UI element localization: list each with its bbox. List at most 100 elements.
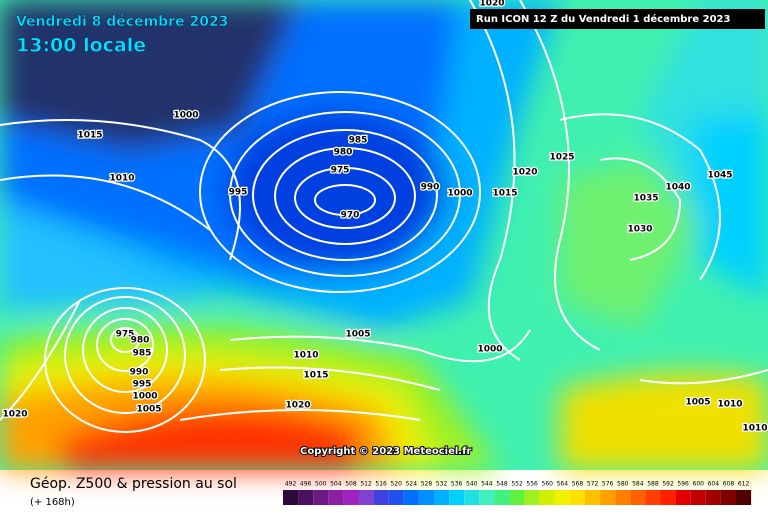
colorbar-swatch	[358, 490, 374, 505]
isobar-label: 970	[341, 211, 360, 221]
colorbar-label: 588	[647, 481, 659, 488]
isobar-label: 1005	[136, 405, 161, 415]
colorbar-label: 516	[375, 481, 387, 488]
colorbar-label: 600	[693, 481, 705, 488]
forecast-time: 13:00 locale	[16, 35, 146, 57]
colorbar-label: 500	[315, 481, 327, 488]
colorbar-swatch	[298, 490, 314, 505]
isobar-label: 1035	[633, 194, 658, 204]
isobar-label: 1005	[345, 330, 370, 340]
isobar-label: 1010	[109, 174, 134, 184]
colorbar-label: 564	[557, 481, 569, 488]
colorbar-swatch	[434, 490, 450, 505]
isobar-label: 1015	[492, 189, 517, 199]
isobar-label: 1000	[173, 111, 198, 121]
colorbar-label: 544	[481, 481, 493, 488]
isobar-label: 975	[116, 330, 135, 340]
isobar-label: 1010	[717, 400, 742, 410]
isobar-label: 1020	[512, 168, 537, 178]
colorbar-swatch	[736, 490, 752, 505]
isobar-label: 995	[229, 188, 248, 198]
colorbar-label: 596	[677, 481, 689, 488]
colorbar-label: 580	[617, 481, 629, 488]
colorbar-label: 576	[602, 481, 614, 488]
colorbar-swatch	[615, 490, 631, 505]
colorbar-swatch	[418, 490, 434, 505]
isobar-label: 1020	[2, 410, 27, 420]
colorbar-label: 540	[466, 481, 478, 488]
run-box	[470, 9, 765, 29]
isobar-label: 975	[331, 166, 350, 176]
map: 1015 1010 1000 995 985 980 975 970 990 1…	[0, 0, 768, 470]
colorbar-label: 524	[406, 481, 418, 488]
colorbar-swatch	[675, 490, 691, 505]
colorbar-label: 496	[300, 481, 312, 488]
isobar-label: 1000	[477, 345, 502, 355]
colorbar-swatch	[524, 490, 540, 505]
footer-title: Géop. Z500 & pression au sol	[30, 476, 237, 492]
colorbar-label: 604	[708, 481, 720, 488]
isobar-label: 1000	[447, 189, 472, 199]
colorbar-label: 592	[662, 481, 674, 488]
colorbar-label: 492	[285, 481, 297, 488]
colorbar-swatch	[283, 490, 299, 505]
colorbar-swatch	[388, 490, 404, 505]
colorbar-swatch	[494, 490, 510, 505]
isobar-label: 980	[131, 336, 150, 346]
colorbar-label: 536	[451, 481, 463, 488]
colorbar-label: 584	[632, 481, 644, 488]
colorbar-swatch	[509, 490, 525, 505]
isobar-label: 1040	[665, 183, 690, 193]
colorbar-swatch	[600, 490, 616, 505]
colorbar-label: 568	[572, 481, 584, 488]
colorbar-label: 528	[421, 481, 433, 488]
colorbar-label: 548	[496, 481, 508, 488]
isobar-label: 1000	[132, 392, 157, 402]
isobar-label: 985	[349, 136, 368, 146]
colorbar-swatch	[705, 490, 721, 505]
colorbar-label: 556	[526, 481, 538, 488]
isobar-label: 1015	[303, 371, 328, 381]
colorbar-label: 520	[391, 481, 403, 488]
isobar-label: 1025	[549, 153, 574, 163]
isobar-label: 990	[421, 183, 440, 193]
colorbar-label: 512	[360, 481, 372, 488]
colorbar-swatch	[449, 490, 465, 505]
isobar-label: 1010	[293, 351, 318, 361]
isobar-label: 1020	[479, 0, 504, 9]
colorbar-swatch	[660, 490, 676, 505]
colorbar: 492 496 500 504 508 512 516 520 524 528 532 536 540 5…	[283, 481, 752, 505]
colorbar-label: 612	[738, 481, 750, 488]
colorbar-swatch	[645, 490, 661, 505]
colorbar-swatch	[554, 490, 570, 505]
footer-lead: (+ 168h)	[30, 497, 75, 508]
isobar-label: 985	[133, 349, 152, 359]
colorbar-swatch	[313, 490, 329, 505]
isobar-label: 1030	[627, 225, 652, 235]
colorbar-swatch	[585, 490, 601, 505]
run-info: Run ICON 12 Z du Vendredi 1 décembre 202…	[476, 13, 730, 25]
colorbar-swatch	[569, 490, 585, 505]
colorbar-swatch	[630, 490, 646, 505]
isobar-label: 1015	[77, 131, 102, 141]
isobar-label: 995	[133, 380, 152, 390]
isobar-label: 1020	[285, 401, 310, 411]
isobars	[0, 0, 768, 433]
isobar-labels: 1015 1010 1000 995 985 980 975 970 990 1…	[1, 0, 768, 435]
colorbar-swatch	[403, 490, 419, 505]
colorbar-swatch	[343, 490, 359, 505]
colorbar-swatch	[479, 490, 495, 505]
colorbar-swatch	[690, 490, 706, 505]
copyright: Copyright © 2023 Meteociel.fr	[300, 446, 471, 457]
colorbar-swatch	[539, 490, 555, 505]
isobar-label: 1005	[685, 398, 710, 408]
colorbar-label: 532	[436, 481, 448, 488]
colorbar-label: 572	[587, 481, 599, 488]
forecast-date: Vendredi 8 décembre 2023	[16, 14, 228, 30]
colorbar-label: 504	[330, 481, 342, 488]
isobar-label: 1045	[707, 171, 732, 181]
colorbar-label: 552	[511, 481, 523, 488]
colorbar-label: 608	[723, 481, 735, 488]
colorbar-label: 560	[542, 481, 554, 488]
